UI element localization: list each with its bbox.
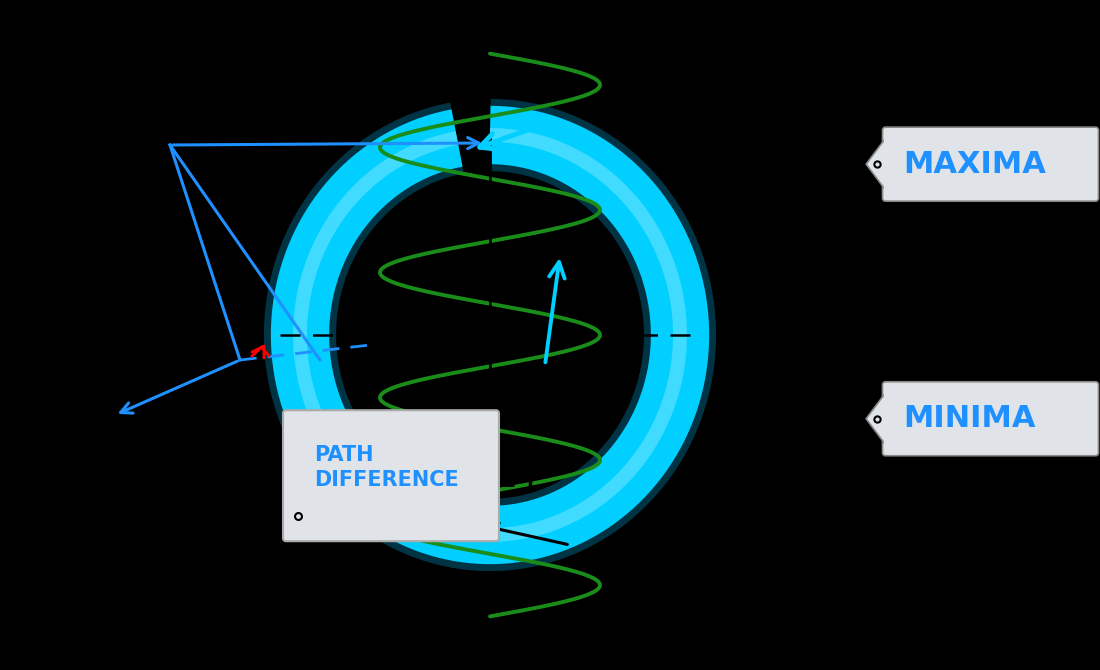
Text: MAXIMA: MAXIMA xyxy=(903,149,1046,179)
FancyBboxPatch shape xyxy=(283,410,499,541)
FancyBboxPatch shape xyxy=(882,382,1099,456)
Text: 1: 1 xyxy=(575,260,590,280)
Polygon shape xyxy=(866,393,886,445)
Text: PATH
DIFFERENCE: PATH DIFFERENCE xyxy=(314,446,459,490)
Text: MINIMA: MINIMA xyxy=(903,404,1036,433)
Polygon shape xyxy=(866,138,886,190)
Text: = 1: = 1 xyxy=(500,475,537,494)
FancyBboxPatch shape xyxy=(882,127,1099,201)
